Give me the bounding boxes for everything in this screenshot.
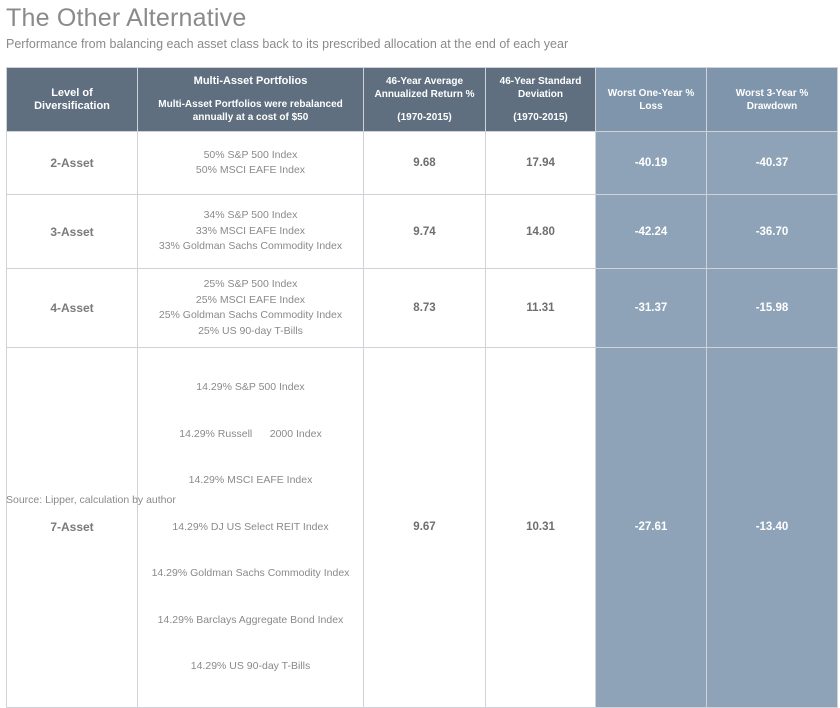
header-sd-period: (1970-2015) [513, 112, 568, 123]
row-sd: 10.31 [485, 347, 596, 708]
row-level: 4-Asset [6, 268, 138, 348]
row-sd: 11.31 [485, 268, 596, 348]
row-sd: 14.80 [485, 194, 596, 269]
performance-table: Level of Diversification Multi-Asset Por… [6, 67, 838, 708]
row-return: 8.73 [363, 268, 486, 348]
portfolio-line: 14.29% Goldman Sachs Commodity Index [151, 567, 350, 579]
portfolio-line: 50% S&P 500 Index [203, 148, 298, 161]
table-row: 4-Asset 25% S&P 500 Index 25% MSCI EAFE … [6, 268, 838, 348]
portfolio-line: 25% MSCI EAFE Index [195, 293, 306, 306]
portfolio-line: 25% US 90-day T-Bills [198, 324, 303, 337]
portfolio-line: 14.29% US 90-day T-Bills [190, 660, 311, 672]
row-worst-three-year: -13.40 [706, 347, 838, 708]
row-worst-three-year: -36.70 [706, 194, 838, 269]
portfolio-line: 14.29% DJ US Select REIT Index [172, 520, 329, 533]
portfolio-line: 33% Goldman Sachs Commodity Index [158, 240, 343, 253]
row-level: 2-Asset [6, 131, 138, 195]
header-portfolios: Multi-Asset Portfolios Multi-Asset Portf… [137, 67, 364, 132]
portfolio-line: 14.29% MSCI EAFE Index [188, 474, 313, 486]
header-sd-title: 46-Year Standard Deviation [499, 76, 582, 100]
row-return: 9.74 [363, 194, 486, 269]
portfolio-line: 14.29% Barclays Aggregate Bond Index [157, 613, 344, 626]
page-subtitle: Performance from balancing each asset cl… [6, 37, 569, 51]
row-level: 3-Asset [6, 194, 138, 269]
row-worst-three-year: -15.98 [706, 268, 838, 348]
row-return: 9.67 [363, 347, 486, 708]
row-level: 7-Asset [6, 347, 138, 708]
portfolio-line: 34% S&P 500 Index [203, 209, 298, 222]
header-sd: 46-Year Standard Deviation (1970-2015) [485, 67, 596, 132]
header-portfolios-note: Multi-Asset Portfolios were rebalanced a… [158, 99, 343, 123]
row-portfolio: 25% S&P 500 Index 25% MSCI EAFE Index 25… [137, 268, 364, 348]
portfolio-line: 14.29% S&P 500 Index [196, 381, 305, 393]
row-sd: 17.94 [485, 131, 596, 195]
row-portfolio: 50% S&P 500 Index 50% MSCI EAFE Index [137, 131, 364, 195]
row-portfolio: 14.29% S&P 500 Index 14.29% Russell 2000… [137, 347, 364, 708]
page-title: The Other Alternative [6, 4, 247, 32]
row-worst-one-year: -27.61 [595, 347, 707, 708]
header-return-period: (1970-2015) [397, 112, 452, 123]
row-return: 9.68 [363, 131, 486, 195]
table-row: 7-Asset 14.29% S&P 500 Index 14.29% Russ… [6, 347, 838, 708]
row-worst-one-year: -31.37 [595, 268, 707, 348]
header-level: Level of Diversification [6, 67, 138, 132]
portfolio-line: 50% MSCI EAFE Index [195, 164, 306, 176]
row-portfolio: 34% S&P 500 Index 33% MSCI EAFE Index 33… [137, 194, 364, 269]
header-portfolios-title: Multi-Asset Portfolios [193, 75, 308, 87]
header-return-title: 46-Year Average Annualized Return % [374, 76, 475, 100]
portfolio-line: 25% Goldman Sachs Commodity Index [158, 309, 343, 321]
row-worst-one-year: -40.19 [595, 131, 707, 195]
table-row: 2-Asset 50% S&P 500 Index 50% MSCI EAFE … [6, 131, 838, 195]
row-worst-one-year: -42.24 [595, 194, 707, 269]
header-worst-one-year: Worst One-Year % Loss [595, 67, 707, 132]
table-row: 3-Asset 34% S&P 500 Index 33% MSCI EAFE … [6, 194, 838, 269]
portfolio-line: 33% MSCI EAFE Index [195, 224, 306, 237]
portfolio-line: 25% S&P 500 Index [203, 278, 298, 290]
header-return: 46-Year Average Annualized Return % (197… [363, 67, 486, 132]
header-worst-three-year: Worst 3-Year % Drawdown [706, 67, 838, 132]
portfolio-line: 14.29% Russell 2000 Index [179, 427, 322, 440]
source-note: Source: Lipper, calculation by author [6, 494, 176, 506]
row-worst-three-year: -40.37 [706, 131, 838, 195]
header-row: Level of Diversification Multi-Asset Por… [6, 67, 838, 132]
